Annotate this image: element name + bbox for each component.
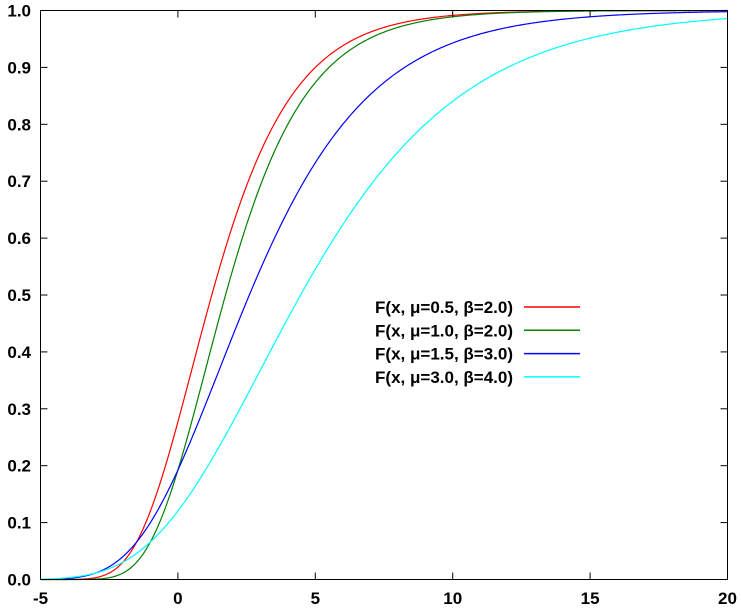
x-tick-label: 20 [718,589,737,608]
plot-frame [40,10,728,580]
legend-label: F(x, μ=1.5, β=3.0) [375,345,513,364]
y-tick-label: 0.2 [7,457,31,476]
series-line-2 [40,11,728,581]
ticks: 0.0 0.1 0.2 0.3 0.4 0.5 0.6 0.7 0.8 0.9 1.0 -5 0 5 10 1… [7,2,737,609]
y-tick-label: 0.0 [7,571,31,590]
x-tick-label: 0 [173,589,182,608]
y-tick-label: 0.4 [7,343,31,362]
series-line-0 [40,9,728,581]
x-tick-label: 15 [581,589,600,608]
series-line-3 [40,17,728,580]
legend-label: F(x, μ=0.5, β=2.0) [375,298,513,317]
x-tick-label: 10 [443,589,462,608]
x-tick-label: 5 [311,589,320,608]
legend-label: F(x, μ=3.0, β=4.0) [375,368,513,387]
y-tick-label: 0.3 [7,400,31,419]
y-tick-label: 0.5 [7,286,31,305]
y-tick-label: 1.0 [7,2,31,21]
legend: F(x, μ=0.5, β=2.0) F(x, μ=1.0, β=2.0) F(x,… [375,298,580,387]
y-tick-label: 0.7 [7,172,31,191]
y-tick-label: 0.8 [7,115,31,134]
y-tick-label: 0.6 [7,229,31,248]
y-tick-label: 0.9 [7,58,31,77]
legend-label: F(x, μ=1.0, β=2.0) [375,321,513,340]
x-tick-label: -5 [33,589,48,608]
curves [40,9,728,581]
y-tick-label: 0.1 [7,514,31,533]
series-line-1 [40,9,728,581]
